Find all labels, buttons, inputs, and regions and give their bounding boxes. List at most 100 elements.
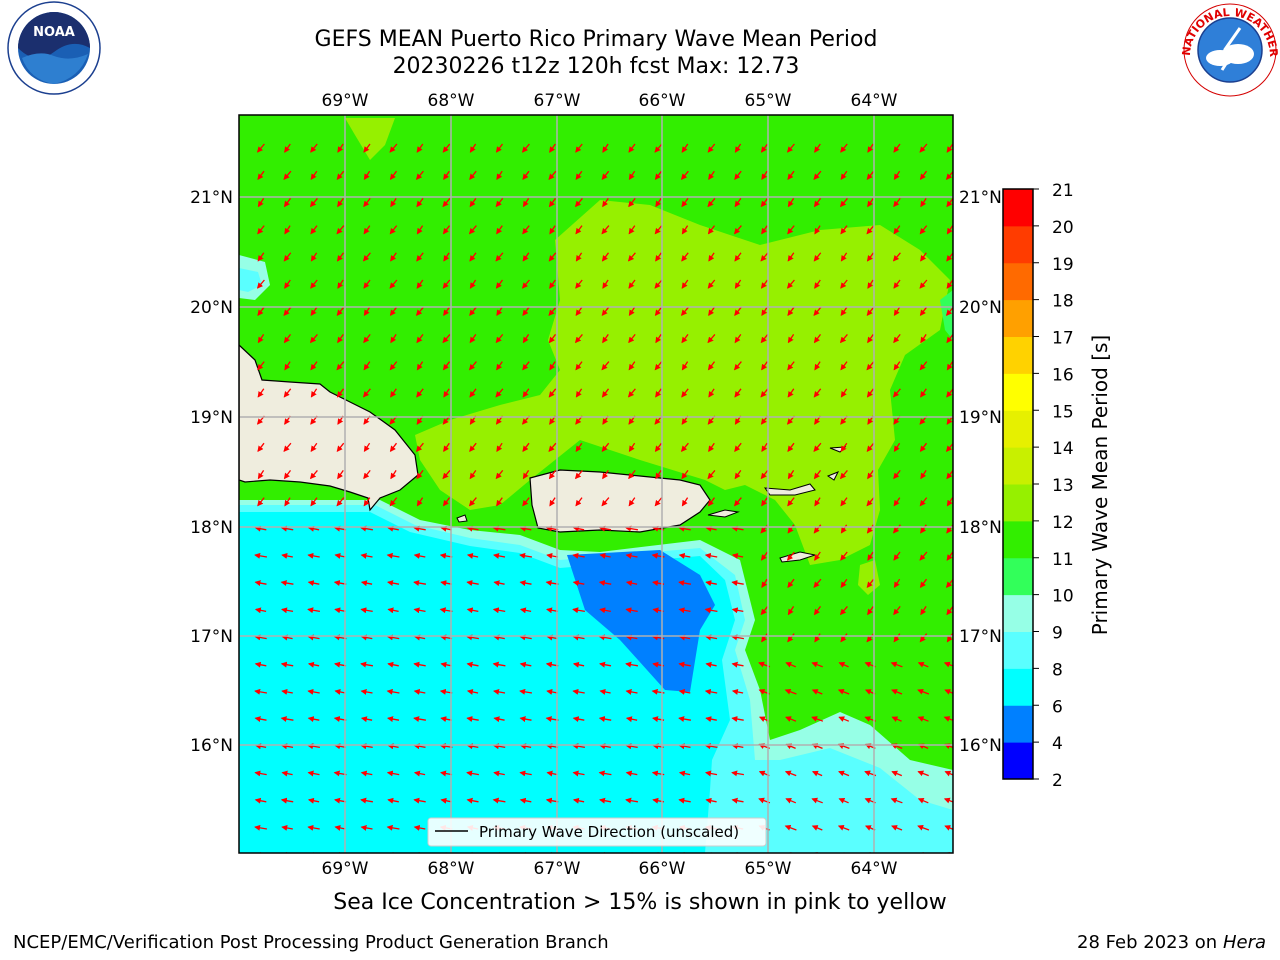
direction-arrow — [362, 388, 371, 398]
direction-arrow — [760, 388, 769, 398]
direction-arrow — [522, 442, 530, 453]
direction-arrow — [840, 442, 848, 453]
direction-arrow — [893, 279, 901, 289]
direction-arrow — [416, 497, 424, 507]
direction-arrow — [625, 852, 633, 853]
direction-arrow — [787, 225, 795, 235]
direction-arrow — [787, 442, 795, 453]
direction-arrow — [283, 170, 292, 180]
direction-arrow — [628, 143, 636, 153]
direction-arrow — [840, 306, 848, 317]
direction-arrow — [893, 469, 901, 480]
direction-arrow — [840, 361, 848, 371]
lon-label-bottom: 65°W — [745, 859, 792, 879]
direction-arrow — [946, 606, 953, 616]
direction-arrow — [601, 388, 610, 398]
direction-arrow — [360, 716, 373, 723]
map-axis-labels: 69°W 69°W 68°W 68°W 67°W 67°W 66°W 66°W 65°W 65°W… — [190, 91, 1002, 879]
direction-arrow — [681, 470, 689, 480]
direction-arrow — [734, 252, 742, 262]
direction-arrow — [917, 688, 930, 695]
direction-arrow — [784, 824, 797, 831]
direction-arrow — [784, 688, 797, 695]
direction-arrow — [811, 661, 823, 668]
direction-arrow — [866, 578, 875, 588]
direction-arrow — [468, 497, 477, 507]
direction-arrow — [891, 689, 903, 695]
direction-arrow — [522, 470, 530, 480]
direction-arrow — [917, 824, 930, 831]
direction-arrow — [545, 852, 553, 853]
direction-arrow — [283, 334, 292, 344]
direction-arrow — [469, 252, 477, 262]
direction-arrow — [310, 170, 318, 181]
direction-arrow — [919, 361, 928, 371]
direction-arrow — [761, 497, 768, 507]
direction-arrow — [678, 688, 691, 695]
direction-arrow — [602, 470, 609, 480]
direction-arrow — [310, 388, 318, 398]
direction-arrow — [254, 607, 267, 614]
direction-arrow — [814, 497, 821, 507]
direction-arrow — [442, 143, 451, 153]
direction-arrow — [866, 633, 875, 643]
direction-arrow — [867, 470, 874, 480]
direction-arrow — [917, 770, 929, 777]
direction-arrow — [415, 306, 424, 316]
direction-arrow — [495, 143, 504, 153]
direction-arrow — [734, 388, 742, 398]
direction-arrow — [549, 225, 556, 235]
direction-arrow — [284, 279, 291, 289]
direction-arrow — [598, 716, 612, 723]
direction-arrow — [519, 688, 533, 695]
direction-arrow — [891, 852, 899, 853]
direction-arrow — [519, 580, 532, 587]
direction-arrow — [708, 170, 715, 181]
direction-arrow — [813, 388, 822, 398]
colorbar-segment — [1003, 336, 1033, 374]
land-hispaniola — [239, 344, 419, 512]
direction-arrow — [707, 279, 716, 289]
direction-arrow — [387, 797, 399, 804]
direction-arrow — [678, 716, 692, 722]
direction-arrow — [440, 770, 453, 777]
direction-arrow — [466, 607, 479, 614]
direction-arrow — [627, 388, 636, 398]
direction-arrow — [549, 143, 556, 153]
direction-arrow — [654, 306, 663, 317]
colorbar-tick-label: 11 — [1052, 550, 1074, 570]
direction-arrow — [946, 633, 953, 643]
direction-arrow — [893, 578, 901, 589]
direction-arrow — [760, 605, 769, 616]
direction-arrow — [546, 634, 558, 641]
direction-arrow — [866, 524, 875, 534]
direction-arrow — [386, 824, 400, 831]
direction-arrow — [336, 225, 345, 235]
direction-arrow — [627, 252, 636, 262]
direction-arrow — [625, 661, 639, 668]
direction-arrow — [522, 497, 530, 507]
direction-arrow — [363, 225, 371, 235]
direction-arrow — [655, 198, 662, 208]
direction-arrow — [572, 770, 585, 777]
direction-arrow — [309, 333, 318, 344]
direction-arrow — [546, 552, 558, 559]
direction-arrow — [413, 852, 420, 853]
direction-arrow — [307, 607, 321, 614]
direction-arrow — [416, 334, 424, 344]
direction-arrow — [838, 798, 849, 804]
direction-arrow — [628, 279, 636, 289]
direction-arrow — [281, 688, 293, 695]
lon-label-top: 66°W — [639, 91, 686, 111]
field-8-9-west — [239, 268, 262, 292]
direction-arrow — [920, 198, 927, 208]
direction-arrow — [256, 279, 265, 289]
direction-arrow — [813, 252, 822, 262]
direction-arrow — [919, 170, 928, 180]
direction-arrow — [442, 197, 451, 208]
direction-arrow — [310, 279, 318, 289]
direction-arrow — [681, 279, 689, 289]
direction-arrow — [628, 170, 636, 181]
colorbar-tick-label: 9 — [1052, 624, 1063, 644]
direction-arrow — [598, 580, 612, 587]
